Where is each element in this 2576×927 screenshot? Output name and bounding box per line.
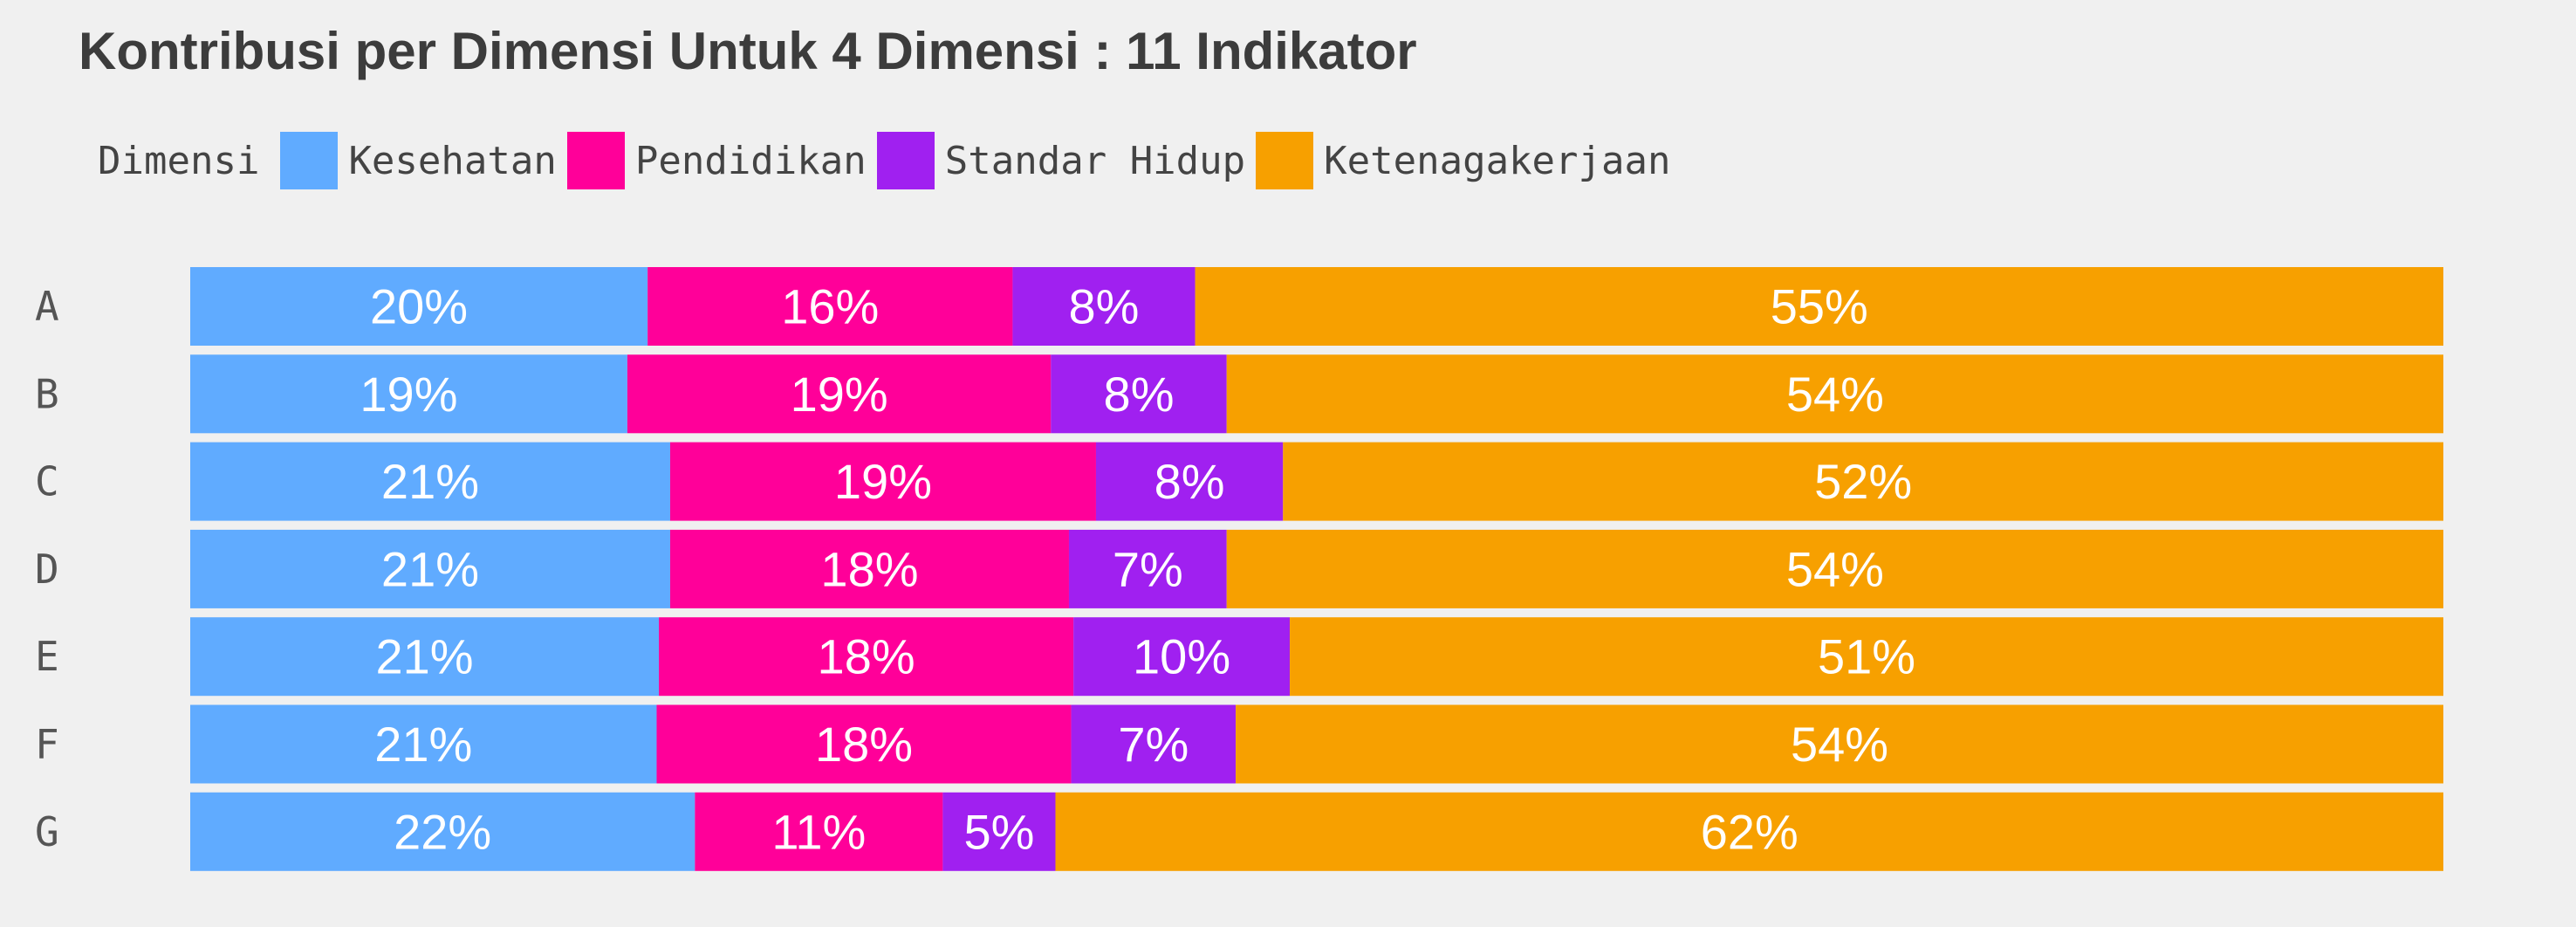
- bar-g-ketenagakerjaan: [1055, 792, 2443, 871]
- category-label-d: D: [35, 546, 59, 593]
- bar-g-kesehatan: [190, 792, 695, 871]
- value-label-c-standar-hidup: 8%: [1154, 454, 1225, 509]
- category-label-e: E: [35, 633, 59, 680]
- value-label-d-standar-hidup: 7%: [1113, 541, 1183, 596]
- value-label-f-kesehatan: 21%: [374, 717, 472, 772]
- category-label-g: G: [35, 808, 59, 855]
- bar-d-standar-hidup: [1068, 529, 1227, 608]
- legend-item-ketenagakerjaan: Ketenagakerjaan: [1256, 132, 1671, 189]
- legend: Dimensi Kesehatan Pendidikan Standar Hid…: [98, 131, 1682, 190]
- value-label-e-standar-hidup: 10%: [1133, 629, 1230, 684]
- category-label-c: C: [35, 458, 59, 505]
- bar-g-pendidikan: [695, 792, 943, 871]
- bar-b-kesehatan: [190, 354, 627, 434]
- value-label-b-kesehatan: 19%: [360, 367, 457, 422]
- value-label-e-kesehatan: 21%: [375, 629, 473, 684]
- bar-a-kesehatan: [190, 267, 648, 346]
- value-label-b-pendidikan: 19%: [791, 367, 888, 422]
- bar-d-pendidikan: [669, 529, 1069, 608]
- value-label-d-ketenagakerjaan: 54%: [1786, 541, 1884, 596]
- bar-f-kesehatan: [190, 704, 657, 784]
- bar-c-ketenagakerjaan: [1283, 442, 2443, 521]
- legend-label-pendidikan: Pendidikan: [634, 138, 867, 183]
- value-label-g-standar-hidup: 5%: [963, 804, 1034, 859]
- legend-swatch-standar-hidup: [876, 132, 935, 189]
- bar-f-pendidikan: [656, 704, 1072, 784]
- legend-swatch-kesehatan: [280, 132, 339, 189]
- bar-f-standar-hidup: [1071, 704, 1237, 784]
- value-label-f-pendidikan: 18%: [815, 717, 913, 772]
- value-label-a-standar-hidup: 8%: [1069, 279, 1140, 334]
- bar-b-standar-hidup: [1051, 354, 1227, 434]
- value-label-f-ketenagakerjaan: 54%: [1791, 717, 1888, 772]
- bar-a-standar-hidup: [1012, 267, 1196, 346]
- bar-e-ketenagakerjaan: [1290, 617, 2443, 697]
- bar-c-pendidikan: [669, 442, 1096, 521]
- category-label-a: A: [35, 283, 59, 330]
- bar-c-kesehatan: [190, 442, 670, 521]
- value-label-e-ketenagakerjaan: 51%: [1818, 629, 1915, 684]
- value-label-f-standar-hidup: 7%: [1118, 717, 1189, 772]
- bar-d-ketenagakerjaan: [1226, 529, 2443, 608]
- bar-e-kesehatan: [190, 617, 660, 697]
- bar-e-standar-hidup: [1073, 617, 1291, 697]
- value-label-c-ketenagakerjaan: 52%: [1814, 454, 1912, 509]
- bar-d-kesehatan: [190, 529, 670, 608]
- bar-b-pendidikan: [627, 354, 1052, 434]
- legend-label-kesehatan: Kesehatan: [348, 138, 557, 183]
- value-label-c-kesehatan: 21%: [381, 454, 479, 509]
- value-label-a-ketenagakerjaan: 55%: [1771, 279, 1868, 334]
- legend-item-kesehatan: Kesehatan: [280, 132, 557, 189]
- legend-item-standar-hidup: Standar Hidup: [876, 132, 1246, 189]
- bar-a-ketenagakerjaan: [1195, 267, 2443, 346]
- value-label-b-ketenagakerjaan: 54%: [1786, 367, 1884, 422]
- legend-swatch-ketenagakerjaan: [1256, 132, 1314, 189]
- legend-label-ketenagakerjaan: Ketenagakerjaan: [1324, 138, 1671, 183]
- bar-c-standar-hidup: [1095, 442, 1284, 521]
- legend-item-pendidikan: Pendidikan: [566, 132, 867, 189]
- category-label-f: F: [35, 721, 59, 768]
- bar-f-ketenagakerjaan: [1236, 704, 2443, 784]
- bar-e-pendidikan: [659, 617, 1074, 697]
- legend-swatch-pendidikan: [566, 132, 625, 189]
- bar-b-ketenagakerjaan: [1226, 354, 2443, 434]
- value-label-g-kesehatan: 22%: [394, 804, 491, 859]
- chart-title: Kontribusi per Dimensi Untuk 4 Dimensi :…: [79, 22, 1417, 80]
- legend-label-standar-hidup: Standar Hidup: [944, 138, 1246, 183]
- value-label-d-pendidikan: 18%: [820, 541, 918, 596]
- value-label-d-kesehatan: 21%: [381, 541, 479, 596]
- value-label-b-standar-hidup: 8%: [1104, 367, 1175, 422]
- category-label-b: B: [35, 370, 59, 417]
- value-label-a-kesehatan: 20%: [370, 279, 468, 334]
- bar-a-pendidikan: [647, 267, 1013, 346]
- legend-title: Dimensi: [98, 138, 260, 183]
- value-label-g-pendidikan: 11%: [771, 804, 866, 859]
- value-label-a-pendidikan: 16%: [781, 279, 879, 334]
- bar-g-standar-hidup: [942, 792, 1056, 871]
- value-label-g-ketenagakerjaan: 62%: [1701, 804, 1798, 859]
- value-label-e-pendidikan: 18%: [818, 629, 915, 684]
- value-label-c-pendidikan: 19%: [834, 454, 932, 509]
